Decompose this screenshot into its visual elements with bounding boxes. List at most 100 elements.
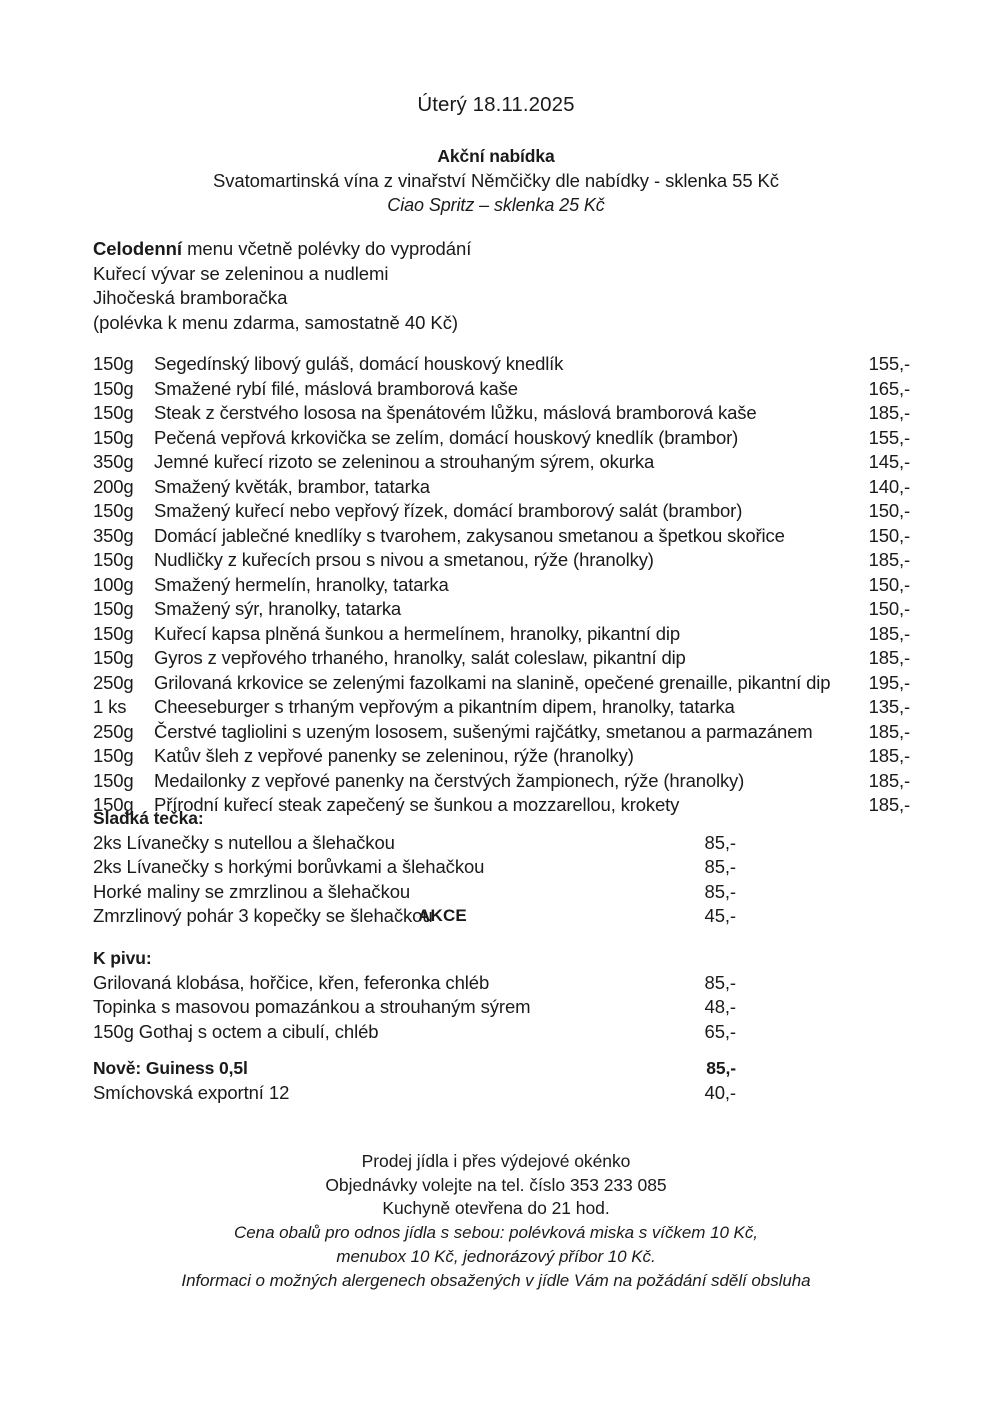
promo-wine-line: Svatomartinská vína z vinařství Němčičky…	[213, 170, 779, 191]
beer-row: Topinka s masovou pomazánkou a strouhaný…	[93, 995, 737, 1020]
table-row: 250g Grilovaná krkovice se zelenými fazol…	[93, 671, 910, 696]
table-row: 150g Smažený kuřecí nebo vepřový řízek, d…	[93, 499, 910, 524]
table-row: 150g Přírodní kuřecí steak zapečený se šu…	[93, 793, 910, 818]
menu-item-weight: 150g	[93, 598, 134, 619]
menu-item-description: Cheeseburger s trhaným vepřovým a pikant…	[154, 696, 735, 717]
menu-item-description: Přírodní kuřecí steak zapečený se šunkou…	[154, 794, 680, 815]
footer-line: Kuchyně otevřena do 21 hod.	[382, 1198, 610, 1218]
table-row: 150g Kuřecí kapsa plněná šunkou a hermelí…	[93, 622, 910, 647]
table-row: 200g Smažený květák, brambor, tatarka 140,…	[93, 475, 910, 500]
sweets-row: 2ks Lívanečky s horkými borůvkami a šleh…	[93, 855, 737, 880]
menu-item-price: 185,-	[868, 622, 911, 644]
menu-item-description: Katův šleh z vepřové panenky se zelenino…	[154, 745, 634, 766]
novelty-item-price: 40,-	[704, 1081, 737, 1103]
main-course-list: 150g Segedínský libový guláš, domácí hous…	[93, 352, 910, 818]
sweets-item-price: 45,-	[704, 905, 737, 926]
footer-line: Informaci o možných alergenech obsaženýc…	[181, 1270, 811, 1290]
table-row: 150g Pečená vepřová krkovička se zelím, d…	[93, 426, 910, 451]
beer-item-name: 150g Gothaj s octem a cibulí, chléb	[93, 1020, 379, 1042]
table-row: 150g Medailonky z vepřové panenky na čers…	[93, 769, 910, 794]
menu-item-description: Kuřecí kapsa plněná šunkou a hermelínem,…	[154, 622, 680, 644]
table-row: 250g Čerstvé tagliolini s uzeným lososem,…	[93, 720, 910, 745]
footer-line: Prodej jídla i přes výdejové okénko	[361, 1151, 631, 1171]
table-row: 150g Smažený sýr, hranolky, tatarka 150,-	[93, 597, 910, 622]
menu-item-price: 185,-	[868, 720, 911, 742]
menu-item-price: 185,-	[868, 745, 911, 766]
menu-item-price: 155,-	[868, 353, 911, 374]
menu-item-price: 150,-	[868, 500, 911, 521]
menu-item-price: 185,-	[868, 647, 911, 668]
table-row: 150g Katův šleh z vepřové panenky se zele…	[93, 744, 910, 769]
promo-section: Akční nabídka Svatomartinská vína z vina…	[0, 144, 992, 218]
beer-row: Grilovaná klobása, hořčice, křen, fefero…	[93, 971, 737, 996]
novelty-item-name: Nově: Guiness 0,5l	[93, 1058, 248, 1078]
menu-item-description: Smažený květák, brambor, tatarka	[154, 475, 430, 497]
table-row: 150g Nudličky z kuřecích prsou s nivou a …	[93, 548, 910, 573]
menu-item-price: 185,-	[868, 402, 911, 423]
sweets-item-price: 85,-	[704, 856, 737, 877]
beer-title: K pivu:	[93, 948, 152, 968]
sweets-item-name: Zmrzlinový pohár 3 kopečky se šlehačkou	[93, 905, 433, 926]
menu-item-price: 185,-	[868, 769, 911, 791]
menu-item-description: Gyros z vepřového trhaného, hranolky, sa…	[154, 647, 686, 668]
novelty-row: Nově: Guiness 0,5l 85,-	[93, 1056, 736, 1081]
menu-item-price: 165,-	[868, 377, 911, 399]
novelty-row: Smíchovská exportní 12 40,-	[93, 1081, 737, 1106]
beer-item-name: Topinka s masovou pomazánkou a strouhaný…	[93, 996, 531, 1017]
menu-item-description: Segedínský libový guláš, domácí houskový…	[154, 353, 564, 374]
promo-title: Akční nabídka	[437, 146, 555, 166]
sweets-item-name: Horké maliny se zmrzlinou a šlehačkou	[93, 880, 411, 902]
menu-item-weight: 150g	[93, 353, 134, 374]
sweets-section: Sladká tečka: 2ks Lívanečky s nutellou a…	[93, 806, 737, 929]
novelty-list: Nově: Guiness 0,5l 85,- Smíchovská exportn…	[93, 1056, 737, 1106]
menu-item-price: 195,-	[868, 671, 911, 693]
sweets-row: Horké maliny se zmrzlinou a šlehačkou 85,…	[93, 880, 736, 905]
beer-list: Grilovaná klobása, hořčice, křen, fefero…	[93, 971, 737, 1045]
menu-item-description: Smažený hermelín, hranolky, tatarka	[154, 573, 449, 595]
menu-item-price: 155,-	[868, 426, 911, 448]
table-row: 350g Jemné kuřecí rizoto se zeleninou a s…	[93, 450, 910, 475]
menu-item-description: Smažený kuřecí nebo vepřový řízek, domác…	[154, 500, 743, 521]
sweets-item-price: 85,-	[704, 831, 737, 853]
menu-item-weight: 150g	[93, 745, 134, 766]
menu-item-weight: 150g	[93, 549, 134, 570]
menu-item-description: Medailonky z vepřové panenky na čerstvýc…	[154, 769, 745, 791]
sweets-item-name: 2ks Lívanečky s horkými borůvkami a šleh…	[93, 856, 485, 877]
menu-item-weight: 200g	[93, 475, 134, 497]
menu-item-weight: 250g	[93, 720, 134, 742]
menu-item-description: Čerstvé tagliolini s uzeným lososem, suš…	[154, 720, 813, 742]
menu-item-price: 185,-	[868, 794, 911, 815]
menu-item-price: 150,-	[868, 573, 911, 595]
menu-item-weight: 1 ks	[93, 696, 127, 717]
beer-item-price: 65,-	[704, 1020, 737, 1042]
footer-notes: Prodej jídla i přes výdejové okénko Objed…	[0, 1150, 992, 1293]
sweets-item-name: 2ks Lívanečky s nutellou a šlehačkou	[93, 831, 395, 853]
menu-item-description: Pečená vepřová krkovička se zelím, domác…	[154, 426, 739, 448]
beer-item-price: 85,-	[704, 971, 737, 993]
sweets-row: Zmrzlinový pohár 3 kopečky se šlehačkou A…	[93, 904, 737, 929]
menu-item-price: 185,-	[868, 549, 911, 570]
page-title: Úterý 18.11.2025	[417, 93, 575, 116]
menu-item-price: 150,-	[868, 598, 911, 619]
allday-heading-rest: menu včetně polévky do vyprodání	[181, 238, 472, 259]
menu-item-description: Nudličky z kuřecích prsou s nivou a smet…	[154, 549, 654, 570]
novelty-item-price: 85,-	[706, 1058, 736, 1078]
menu-item-description: Jemné kuřecí rizoto se zeleninou a strou…	[154, 451, 655, 472]
menu-item-price: 150,-	[868, 524, 911, 546]
table-row: 150g Smažené rybí filé, máslová bramborov…	[93, 377, 910, 402]
menu-item-weight: 150g	[93, 500, 134, 521]
menu-item-description: Steak z čerstvého lososa na špenátovém l…	[154, 402, 757, 423]
sweets-list: 2ks Lívanečky s nutellou a šlehačkou 85,-…	[93, 831, 737, 929]
promo-spritz-line: Ciao Spritz – sklenka 25 Kč	[387, 195, 605, 215]
menu-item-weight: 350g	[93, 524, 134, 546]
beer-snacks-section: K pivu: Grilovaná klobása, hořčice, křen…	[93, 946, 737, 1045]
beer-item-price: 48,-	[704, 996, 737, 1017]
menu-item-weight: 150g	[93, 769, 134, 791]
table-row: 350g Domácí jablečné knedlíky s tvarohem,…	[93, 524, 910, 549]
footer-line: Cena obalů pro odnos jídla s sebou: polé…	[234, 1222, 758, 1242]
menu-item-weight: 150g	[93, 794, 134, 815]
menu-item-description: Grilovaná krkovice se zelenými fazolkami…	[154, 671, 831, 693]
table-row: 150g Segedínský libový guláš, domácí hous…	[93, 352, 910, 377]
allday-menu-section: Celodenní menu včetně polévky do vyprodá…	[93, 237, 893, 335]
